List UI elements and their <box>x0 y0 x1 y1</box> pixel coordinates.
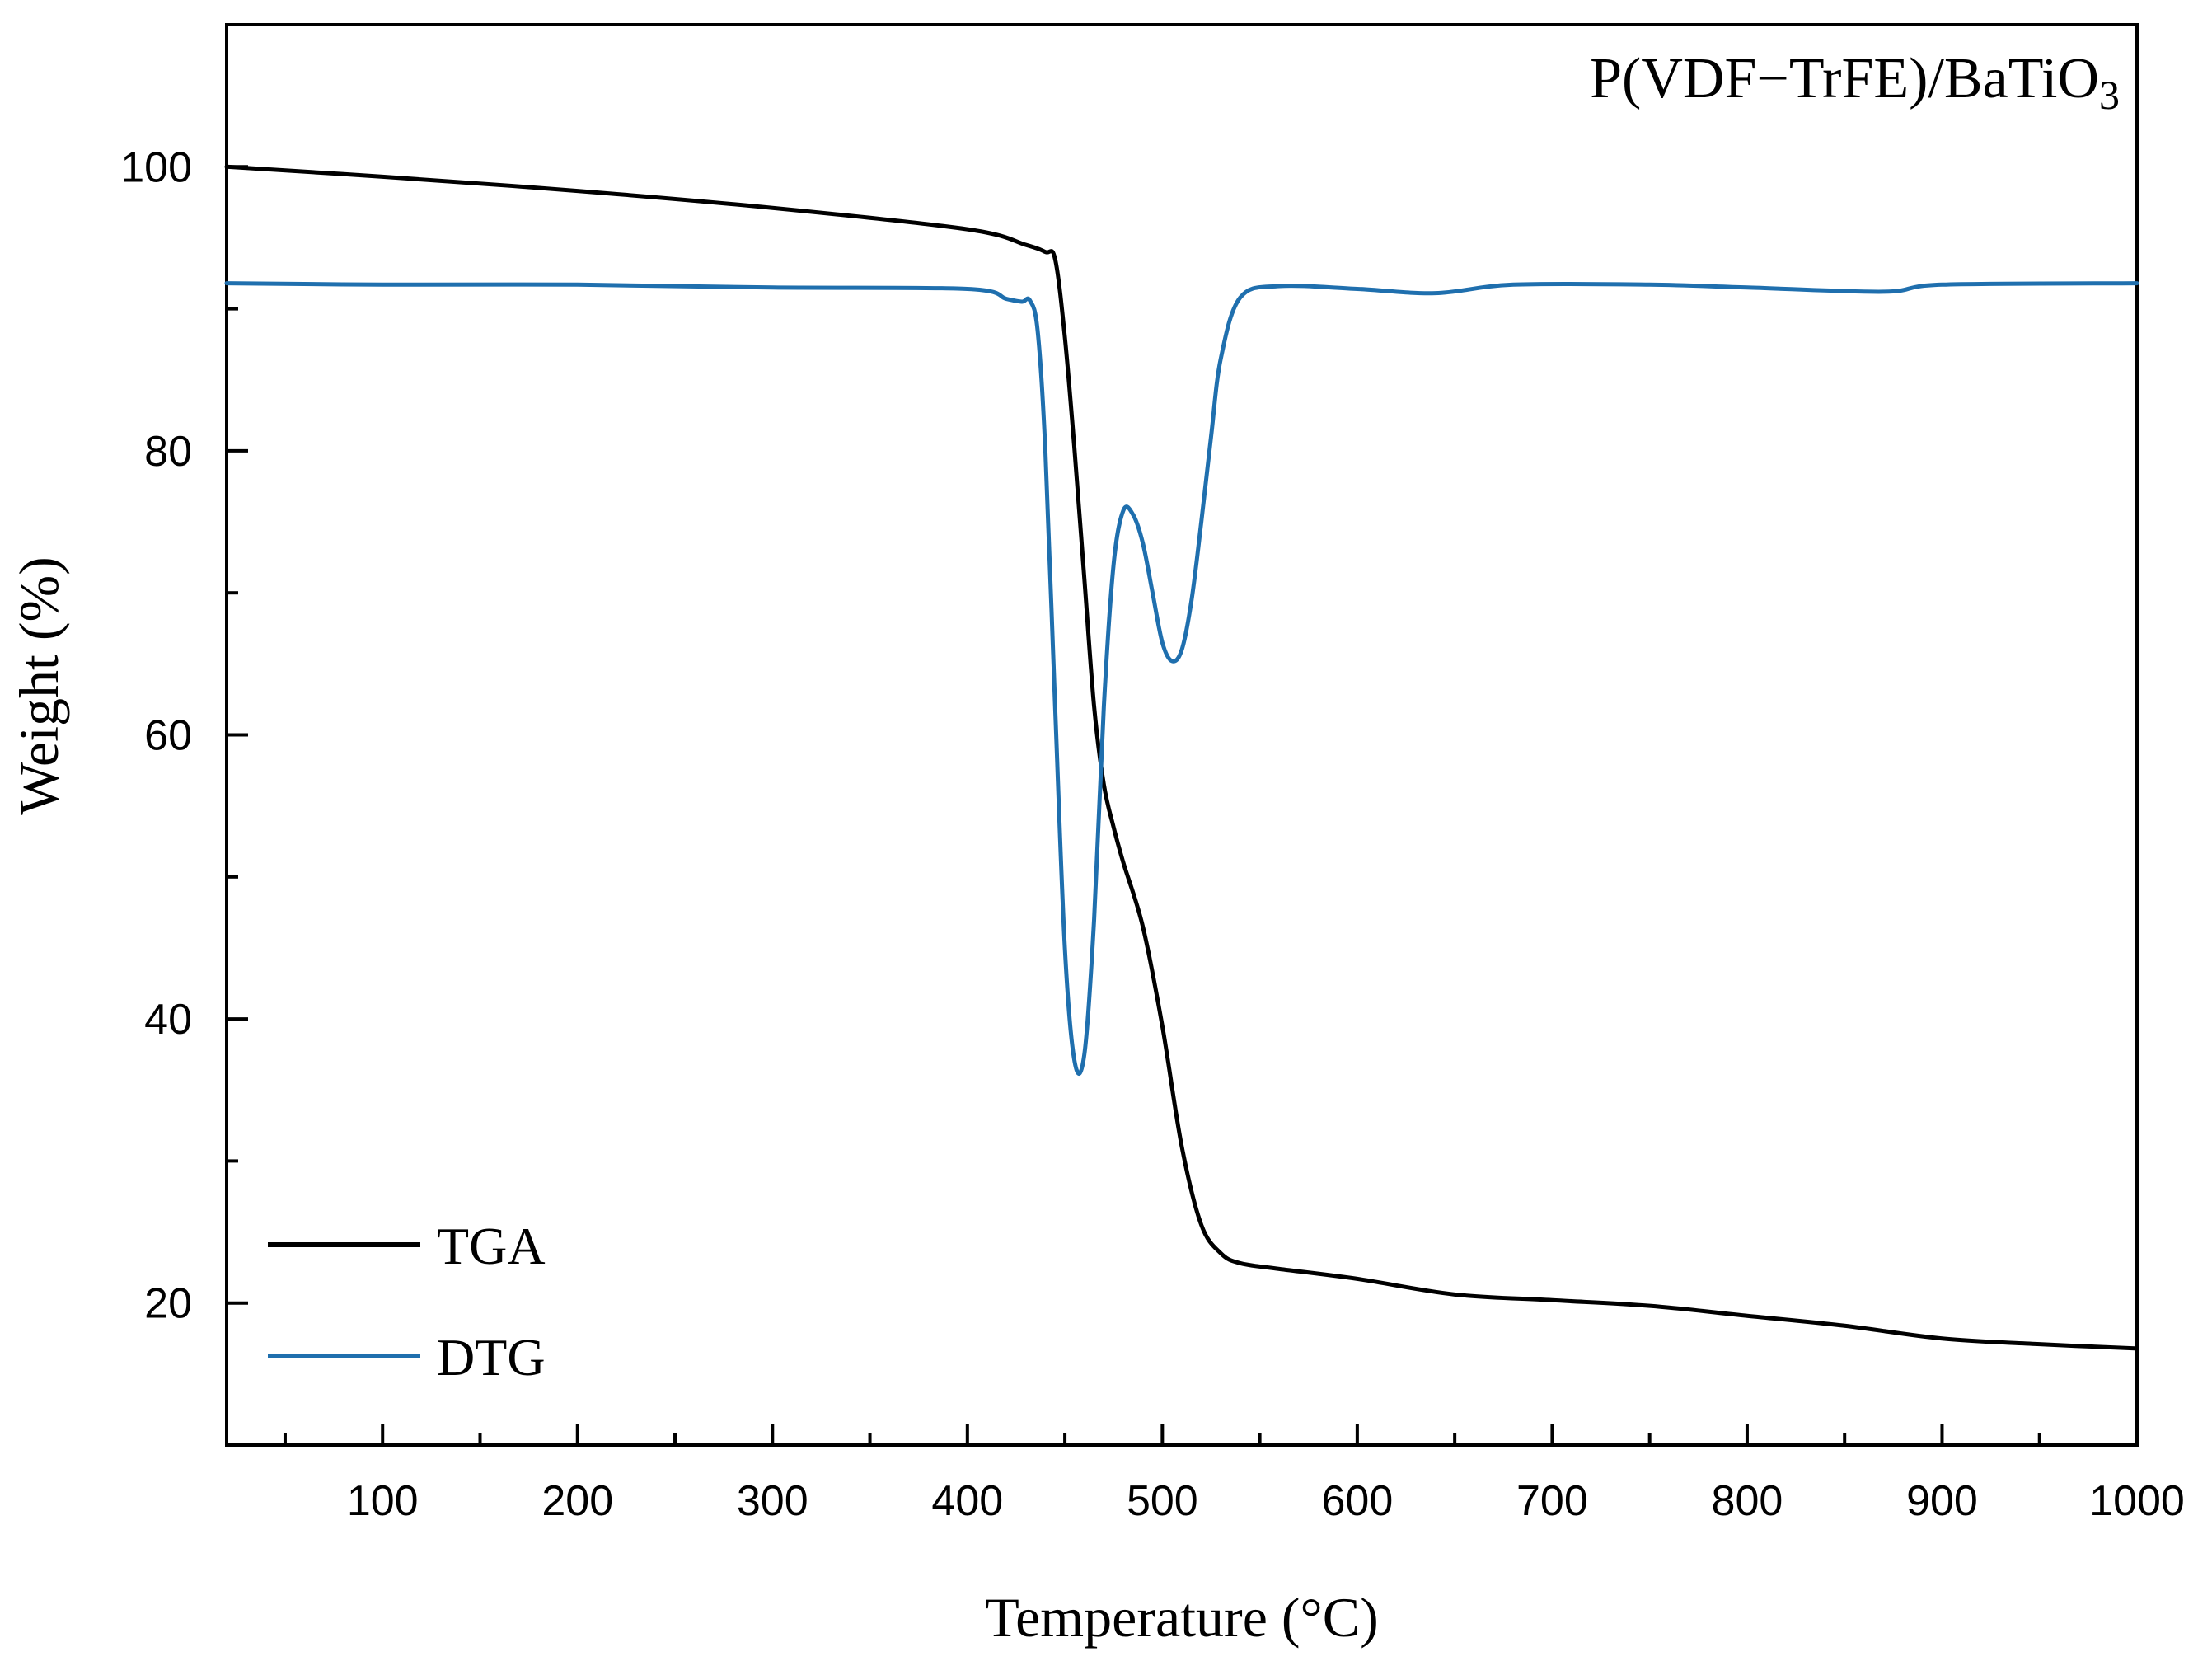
legend: TGA DTG <box>268 1217 546 1387</box>
series-lines <box>224 164 2139 1351</box>
x-tick-label: 700 <box>1516 1477 1588 1525</box>
y-tick-label: 20 <box>144 1280 192 1328</box>
x-tick-label: 800 <box>1712 1477 1783 1525</box>
series-line-dtg <box>224 281 2139 1076</box>
x-tick-label: 100 <box>347 1477 419 1525</box>
tick-labels: 100 200 300 400 500 600 700 800 900 1000 20 40 60 80 1… <box>120 143 2185 1525</box>
x-tick-label: 200 <box>541 1477 613 1525</box>
x-tick-label: 600 <box>1321 1477 1393 1525</box>
y-axis-title: Weight (%) <box>7 556 70 815</box>
x-tick-label: 300 <box>737 1477 808 1525</box>
y-tick-label: 80 <box>144 428 192 476</box>
axis-ticks <box>227 165 2139 1445</box>
annotation-label: P(VDF−TrFE)/BaTiO3 <box>1590 47 2120 118</box>
x-tick-label: 400 <box>931 1477 1003 1525</box>
x-tick-label: 900 <box>1906 1477 1978 1525</box>
x-tick-label: 500 <box>1127 1477 1198 1525</box>
legend-label-dtg: DTG <box>437 1328 546 1387</box>
y-tick-label: 100 <box>120 143 192 191</box>
x-tick-label: 1000 <box>2089 1477 2185 1525</box>
series-line-tga <box>224 164 2139 1351</box>
legend-label-tga: TGA <box>437 1217 546 1275</box>
y-tick-label: 40 <box>144 996 192 1044</box>
y-tick-label: 60 <box>144 712 192 760</box>
x-axis-title: Temperature (°C) <box>985 1586 1378 1649</box>
